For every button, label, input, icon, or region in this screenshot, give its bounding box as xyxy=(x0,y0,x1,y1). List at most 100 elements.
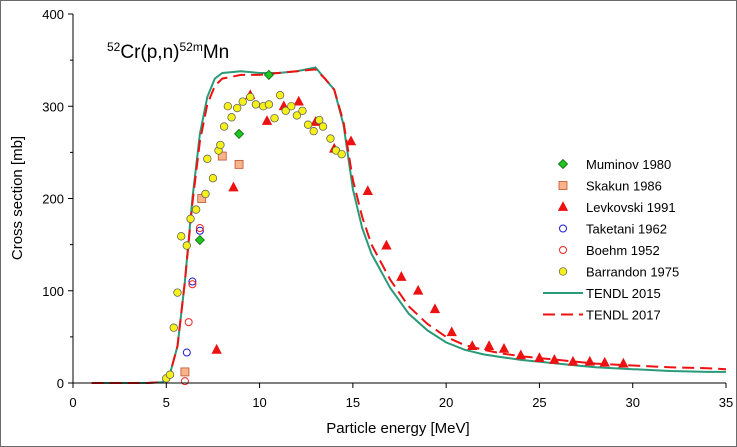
data-point xyxy=(599,356,610,367)
legend-label: Levkovski 1991 xyxy=(586,200,676,215)
x-tick-label: 10 xyxy=(252,395,266,410)
reaction-mass2: 52m xyxy=(179,40,202,54)
y-axis-label: Cross section [mb] xyxy=(9,136,26,260)
y-tick-label: 200 xyxy=(42,192,64,207)
reaction-product: Mn xyxy=(203,42,229,63)
legend-label: Taketani 1962 xyxy=(586,222,667,237)
data-point xyxy=(246,92,255,102)
data-point xyxy=(412,284,424,295)
axes: 0 5 10 15 20 25 30 35 0 100 200 300 400 xyxy=(42,7,733,410)
data-point xyxy=(195,226,204,235)
reaction-main: Cr(p,n) xyxy=(120,42,179,63)
legend-label: TENDL 2015 xyxy=(586,286,661,301)
data-point xyxy=(216,140,225,150)
data-point xyxy=(467,340,478,351)
data-point xyxy=(188,280,197,289)
data-point xyxy=(165,370,175,379)
series-points-3 xyxy=(182,226,204,357)
data-point xyxy=(315,115,324,125)
data-point xyxy=(498,343,510,353)
data-point xyxy=(234,159,244,169)
data-point xyxy=(381,239,392,250)
x-tick-label: 20 xyxy=(439,395,453,410)
series-points-1 xyxy=(180,151,244,377)
data-point xyxy=(293,95,304,106)
data-point xyxy=(227,113,236,122)
data-point xyxy=(263,69,274,80)
data-point xyxy=(188,277,197,286)
data-point xyxy=(618,357,629,368)
y-tick-label: 100 xyxy=(42,284,64,299)
data-point xyxy=(264,100,274,109)
data-point xyxy=(287,102,296,111)
plot-area xyxy=(73,14,726,383)
legend-label: Barrandon 1975 xyxy=(586,265,679,280)
data-point xyxy=(233,103,242,113)
legend-swatch xyxy=(559,224,567,233)
data-point xyxy=(191,205,201,214)
series-points-4 xyxy=(180,224,204,386)
y-tick-label: 400 xyxy=(42,7,64,22)
y-tick-label: 0 xyxy=(57,376,64,391)
x-tick-label: 35 xyxy=(719,395,733,410)
data-point xyxy=(195,224,204,233)
data-point xyxy=(169,323,178,332)
data-point xyxy=(303,120,313,129)
data-point xyxy=(219,122,229,131)
data-point xyxy=(362,185,373,196)
data-point xyxy=(261,115,273,125)
data-point xyxy=(173,288,182,297)
data-point xyxy=(309,127,318,136)
data-point xyxy=(396,271,407,281)
data-point xyxy=(251,100,260,109)
x-tick-label: 25 xyxy=(532,395,546,410)
reaction-mass1: 52 xyxy=(107,40,121,54)
legend-item-6: TENDL 2015 xyxy=(543,286,661,301)
legend-swatch xyxy=(559,246,567,254)
data-point xyxy=(233,128,245,139)
legend-item-4: Boehm 1952 xyxy=(559,243,660,258)
data-point xyxy=(326,134,335,143)
legend-item-5: Barrandon 1975 xyxy=(558,265,679,280)
data-point xyxy=(177,232,186,241)
legend-label: Skakun 1986 xyxy=(586,179,662,194)
data-point xyxy=(483,340,495,351)
data-markers xyxy=(162,69,629,386)
data-point xyxy=(182,348,191,357)
x-axis-label: Particle energy [MeV] xyxy=(326,420,469,437)
data-point xyxy=(275,91,285,100)
data-point xyxy=(182,241,191,250)
data-point xyxy=(337,150,346,159)
legend-swatch xyxy=(558,181,568,190)
data-point xyxy=(281,106,290,116)
data-point xyxy=(194,234,205,246)
data-point xyxy=(201,189,210,199)
data-point xyxy=(238,97,247,106)
data-point xyxy=(345,135,357,146)
series-points-5 xyxy=(162,91,346,383)
legend-label: Muminov 1980 xyxy=(586,157,671,172)
data-point xyxy=(228,181,239,192)
data-point xyxy=(180,367,190,377)
data-point xyxy=(211,343,222,354)
legend-label: TENDL 2017 xyxy=(586,308,661,323)
legend-item-2: Levkovski 1991 xyxy=(557,200,676,215)
data-point xyxy=(203,154,212,163)
model-curves xyxy=(91,66,727,384)
y-tick-label: 300 xyxy=(42,99,64,114)
reaction-title: 52Cr(p,n)52mMn xyxy=(107,40,229,63)
legend-swatch xyxy=(557,158,569,170)
data-point xyxy=(180,377,189,386)
x-tick-label: 15 xyxy=(346,395,360,410)
x-tick-label: 5 xyxy=(163,395,170,410)
legend-item-0: Muminov 1980 xyxy=(557,157,671,172)
data-point xyxy=(584,355,595,366)
legend: Muminov 1980 Skakun 1986 Levkovski 1991 Tak… xyxy=(543,157,679,323)
legend-item-1: Skakun 1986 xyxy=(558,179,662,194)
data-point xyxy=(567,355,579,366)
legend-swatch xyxy=(557,201,569,211)
legend-item-3: Taketani 1962 xyxy=(559,222,667,237)
data-point xyxy=(186,214,195,223)
data-point xyxy=(208,174,218,183)
